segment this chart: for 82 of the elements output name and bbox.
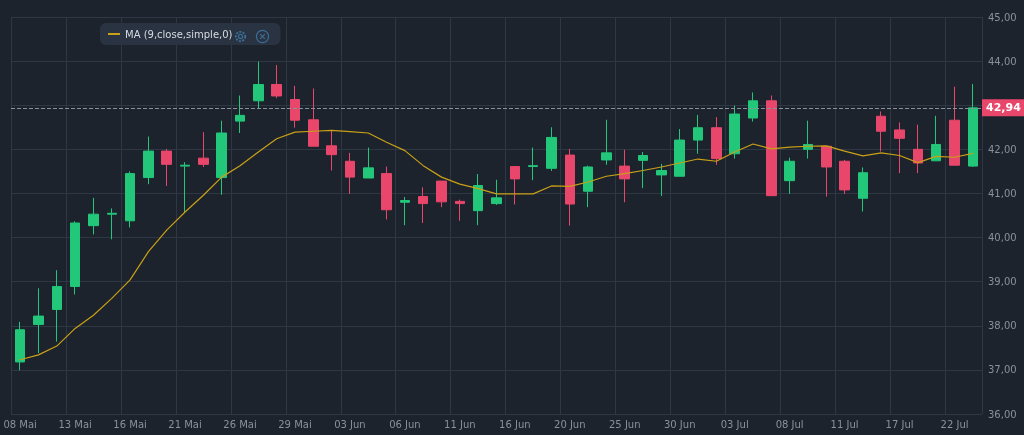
candlestick	[766, 95, 777, 197]
candlestick	[931, 115, 941, 162]
x-tick-label: 08 Mai	[3, 418, 37, 430]
candlestick	[253, 61, 264, 109]
candlestick	[400, 196, 410, 226]
candlestick	[235, 95, 245, 134]
x-tick-label: 30 Jun	[663, 418, 696, 430]
y-tick-label: 45,00	[988, 11, 1017, 23]
candlestick	[52, 269, 62, 343]
candlestick	[418, 186, 428, 224]
candlestick	[711, 116, 722, 166]
x-tick-label: 26 Mai	[223, 418, 257, 430]
candlestick	[601, 119, 612, 166]
x-tick-label: 25 Jun	[608, 418, 641, 430]
x-tick-label: 22 Jul	[940, 418, 969, 430]
candlestick	[674, 128, 685, 177]
y-tick-label: 42,00	[988, 143, 1017, 155]
legend-label: MA (9,close,simple,0)	[125, 28, 233, 40]
candlestick	[308, 87, 319, 147]
candlestick	[748, 91, 758, 123]
candlestick	[290, 85, 300, 129]
candlestick	[33, 287, 44, 354]
x-tick-label: 21 Mai	[168, 418, 202, 430]
line-series	[19, 129, 974, 361]
candlestick	[729, 105, 740, 160]
candlestick	[198, 131, 209, 168]
x-tick-label: 06 Jun	[389, 418, 421, 430]
candlestick	[216, 120, 227, 196]
candlestick	[473, 173, 483, 226]
candlestick	[839, 159, 850, 195]
x-tick-label: 03 Jul	[720, 418, 749, 430]
candlestick	[161, 148, 172, 187]
candlestick	[363, 147, 374, 179]
ref-line-label: 42,94	[986, 101, 1022, 115]
x-tick-label: 11 Jul	[830, 418, 859, 430]
candlestick	[913, 124, 923, 174]
candlestick	[326, 129, 337, 172]
x-tick-label: 08 Jul	[775, 418, 804, 430]
candlestick	[180, 161, 190, 213]
candlestick	[565, 148, 575, 227]
candlestick	[894, 121, 905, 174]
candlestick	[949, 86, 960, 166]
candlestick	[381, 166, 392, 220]
candlestick	[876, 110, 886, 153]
y-tick-label: 37,00	[988, 364, 1017, 376]
candlestick	[70, 220, 80, 295]
x-tick-label: 29 Mai	[278, 418, 312, 430]
candlestick	[546, 126, 557, 172]
x-tick-label: 20 Jun	[554, 418, 586, 430]
candlestick	[619, 149, 630, 203]
y-tick-label: 44,00	[988, 55, 1017, 67]
candlestick	[491, 179, 502, 206]
x-tick-label: 16 Jun	[499, 418, 531, 430]
candlestick	[693, 114, 703, 155]
candlestick	[638, 151, 648, 189]
y-tick-label: 40,00	[988, 232, 1017, 244]
x-tick-label: 11 Jun	[444, 418, 476, 430]
candlestick	[528, 147, 538, 181]
x-tick-label: 16 Mai	[113, 418, 147, 430]
candlestick	[271, 64, 282, 99]
candlestick	[821, 145, 832, 198]
y-tick-label: 39,00	[988, 276, 1017, 288]
candlestick	[345, 152, 355, 195]
x-tick-label: 03 Jun	[334, 418, 366, 430]
candlestick	[455, 199, 465, 222]
candlestick	[125, 170, 135, 228]
candlestick	[510, 166, 520, 205]
y-tick-label: 38,00	[988, 320, 1017, 332]
candlestick	[656, 163, 667, 197]
candlestick	[15, 321, 25, 371]
candlestick	[583, 165, 593, 208]
candlestick	[858, 166, 868, 213]
x-tick-label: 13 Mai	[58, 418, 92, 430]
candlestick	[784, 157, 795, 195]
y-tick-label: 36,00	[988, 408, 1017, 420]
candlestick	[88, 197, 99, 235]
y-tick-label: 41,00	[988, 187, 1017, 199]
candlestick	[143, 136, 154, 185]
x-tick-label: 17 Jul	[885, 418, 914, 430]
candlestick	[436, 180, 447, 208]
candlestick	[107, 207, 117, 240]
candlestick	[968, 83, 978, 168]
